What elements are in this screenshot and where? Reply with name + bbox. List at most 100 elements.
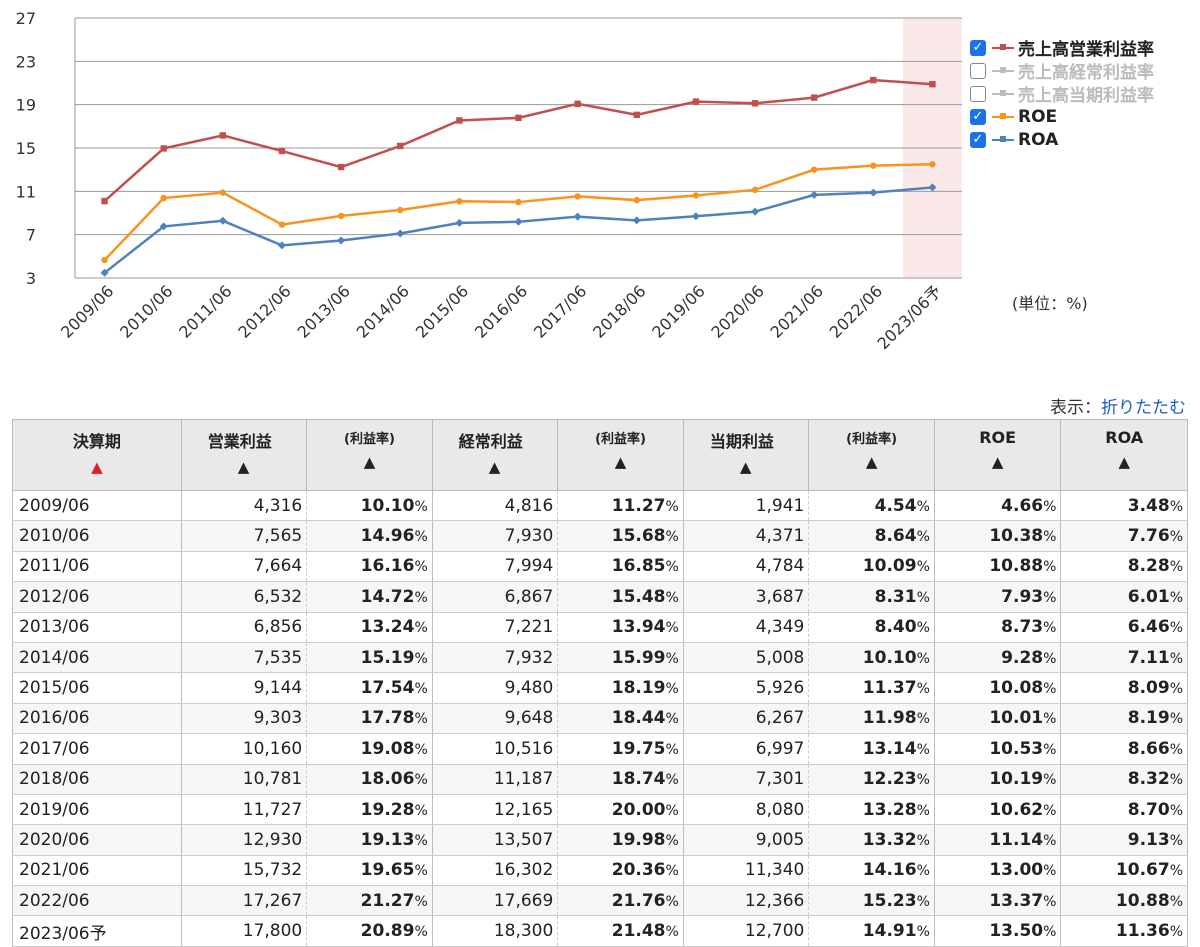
x-tick-label: 2020/06 bbox=[707, 281, 767, 341]
legend-checkbox[interactable] bbox=[970, 85, 986, 102]
header-roe[interactable]: ROE ▲ bbox=[933, 419, 1062, 491]
cell-roe: 11.14% bbox=[933, 824, 1062, 856]
table-row: 2010/06 7,565 14.96% 7,930 15.68% 4,371 8.64% 1… bbox=[12, 520, 1188, 552]
data-point bbox=[810, 166, 818, 173]
cell-period: 2014/06 bbox=[12, 642, 182, 674]
legend-item[interactable]: ROE bbox=[970, 105, 1154, 128]
data-point bbox=[515, 198, 522, 206]
table-row: 2019/06 11,727 19.28% 12,165 20.00% 8,080 13.2… bbox=[12, 794, 1188, 826]
cell-roe: 10.88% bbox=[933, 551, 1062, 583]
sort-arrow-icon[interactable]: ▲ bbox=[237, 458, 250, 476]
table-row: 2012/06 6,532 14.72% 6,867 15.48% 3,687 8.31% 7… bbox=[12, 581, 1188, 613]
cell-operating-profit: 17,267 bbox=[180, 885, 308, 917]
header-net-rate[interactable]: (利益率) ▲ bbox=[808, 419, 935, 491]
line-chart: 3 7 11 15 19 23 27 2009/062010/062011/062012/06… bbox=[16, 9, 962, 353]
data-point bbox=[573, 212, 582, 221]
collapse-link[interactable]: 折りたたむ bbox=[1101, 398, 1186, 418]
table-row: 2014/06 7,535 15.19% 7,932 15.99% 5,008 10.10%… bbox=[12, 642, 1188, 674]
y-tick-label: 7 bbox=[26, 226, 36, 245]
data-point bbox=[515, 114, 522, 122]
legend-label: ROE bbox=[1018, 106, 1058, 127]
header-net-profit[interactable]: 当期利益 ▲ bbox=[682, 419, 810, 491]
cell-operating-rate: 15.19% bbox=[306, 642, 433, 674]
data-point bbox=[160, 194, 167, 202]
cell-roe: 10.62% bbox=[933, 794, 1062, 826]
table-header-row: 決算期 ▲ 営業利益 ▲ (利益率) ▲ 経常利益 ▲ (利益率) ▲ 当期利益 ▲ (利益… bbox=[12, 419, 1188, 491]
legend-item[interactable]: 売上高当期利益率 bbox=[970, 82, 1154, 106]
data-point bbox=[160, 145, 167, 152]
cell-ordinary-profit: 9,648 bbox=[431, 703, 559, 735]
cell-net-rate: 13.14% bbox=[808, 733, 935, 765]
sort-arrow-icon[interactable]: ▲ bbox=[1118, 453, 1130, 471]
x-tick-label: 2023/06予 bbox=[874, 281, 946, 353]
data-point bbox=[455, 218, 464, 227]
data-point bbox=[870, 76, 877, 84]
cell-ordinary-profit: 12,165 bbox=[431, 794, 559, 826]
cell-roe: 7.93% bbox=[933, 581, 1062, 613]
cell-net-rate: 14.91% bbox=[808, 915, 935, 947]
legend-checkbox[interactable] bbox=[970, 62, 986, 79]
series-line bbox=[103, 78, 933, 203]
legend-item[interactable]: 売上高経常利益率 bbox=[970, 59, 1154, 83]
cell-ordinary-rate: 21.48% bbox=[557, 915, 684, 947]
sort-arrow-icon[interactable]: ▲ bbox=[991, 453, 1004, 471]
data-point bbox=[928, 183, 937, 192]
cell-period: 2013/06 bbox=[12, 612, 182, 643]
cell-operating-rate: 10.10% bbox=[306, 490, 433, 522]
sort-arrow-icon[interactable]: ▲ bbox=[614, 453, 627, 471]
cell-ordinary-rate: 18.19% bbox=[557, 672, 684, 704]
sort-arrow-icon[interactable]: ▲ bbox=[363, 453, 376, 471]
table-row: 2011/06 7,664 16.16% 7,994 16.85% 4,784 10.09%… bbox=[12, 551, 1188, 583]
header-ordinary-profit[interactable]: 経常利益 ▲ bbox=[431, 419, 559, 491]
cell-net-profit: 5,926 bbox=[682, 672, 810, 704]
cell-roa: 9.13% bbox=[1060, 824, 1188, 856]
data-point bbox=[810, 94, 818, 101]
legend-checkbox[interactable] bbox=[970, 108, 986, 125]
x-tick-label: 2019/06 bbox=[648, 281, 708, 341]
legend-item[interactable]: 売上高営業利益率 bbox=[970, 36, 1154, 60]
cell-net-rate: 10.10% bbox=[808, 642, 935, 674]
data-point bbox=[574, 193, 581, 200]
x-tick-label: 2013/06 bbox=[293, 281, 353, 341]
sort-arrow-icon[interactable]: ▲ bbox=[739, 458, 752, 476]
header-operating-profit[interactable]: 営業利益 ▲ bbox=[180, 419, 308, 491]
cell-net-profit: 12,366 bbox=[682, 885, 810, 917]
y-tick-label: 3 bbox=[26, 269, 36, 288]
data-point bbox=[692, 192, 700, 199]
sort-arrow-icon[interactable]: ▲ bbox=[488, 458, 501, 476]
cell-operating-rate: 21.27% bbox=[306, 885, 433, 917]
cell-net-profit: 6,997 bbox=[682, 733, 810, 765]
header-period[interactable]: 決算期 ▲ bbox=[12, 419, 182, 491]
legend-checkbox[interactable] bbox=[970, 39, 986, 56]
unit-label: (単位：%) bbox=[1012, 294, 1088, 313]
cell-operating-rate: 17.78% bbox=[306, 703, 433, 735]
header-roa[interactable]: ROA ▲ bbox=[1060, 419, 1188, 491]
y-tick-label: 11 bbox=[16, 182, 36, 201]
legend-item[interactable]: ROA bbox=[970, 128, 1154, 151]
cell-roa: 8.28% bbox=[1060, 551, 1188, 583]
y-tick-label: 19 bbox=[16, 96, 36, 115]
data-point bbox=[633, 196, 640, 204]
cell-ordinary-profit: 7,932 bbox=[431, 642, 559, 674]
cell-ordinary-profit: 7,930 bbox=[431, 520, 559, 552]
data-point bbox=[159, 222, 168, 231]
x-tick-label: 2012/06 bbox=[234, 281, 294, 341]
data-point bbox=[277, 241, 286, 250]
data-point bbox=[574, 100, 581, 107]
header-ordinary-rate[interactable]: (利益率) ▲ bbox=[557, 419, 684, 491]
x-tick-label: 2022/06 bbox=[826, 281, 886, 341]
cell-roa: 7.11% bbox=[1060, 642, 1188, 674]
cell-roa: 8.32% bbox=[1060, 764, 1188, 795]
sort-arrow-icon[interactable]: ▲ bbox=[865, 453, 878, 471]
cell-operating-profit: 9,303 bbox=[180, 703, 308, 735]
legend-label: ROA bbox=[1018, 129, 1059, 150]
cell-ordinary-profit: 13,507 bbox=[431, 824, 559, 856]
sort-arrow-icon[interactable]: ▲ bbox=[91, 458, 103, 476]
display-toggle: 表示：折りたたむ bbox=[1050, 393, 1186, 418]
table-row: 2015/06 9,144 17.54% 9,480 18.19% 5,926 11.37%… bbox=[12, 672, 1188, 704]
cell-ordinary-rate: 20.00% bbox=[557, 794, 684, 826]
header-operating-rate[interactable]: (利益率) ▲ bbox=[306, 419, 433, 491]
cell-ordinary-profit: 7,994 bbox=[431, 551, 559, 583]
legend-checkbox[interactable] bbox=[970, 131, 986, 148]
cell-operating-rate: 16.16% bbox=[306, 551, 433, 583]
